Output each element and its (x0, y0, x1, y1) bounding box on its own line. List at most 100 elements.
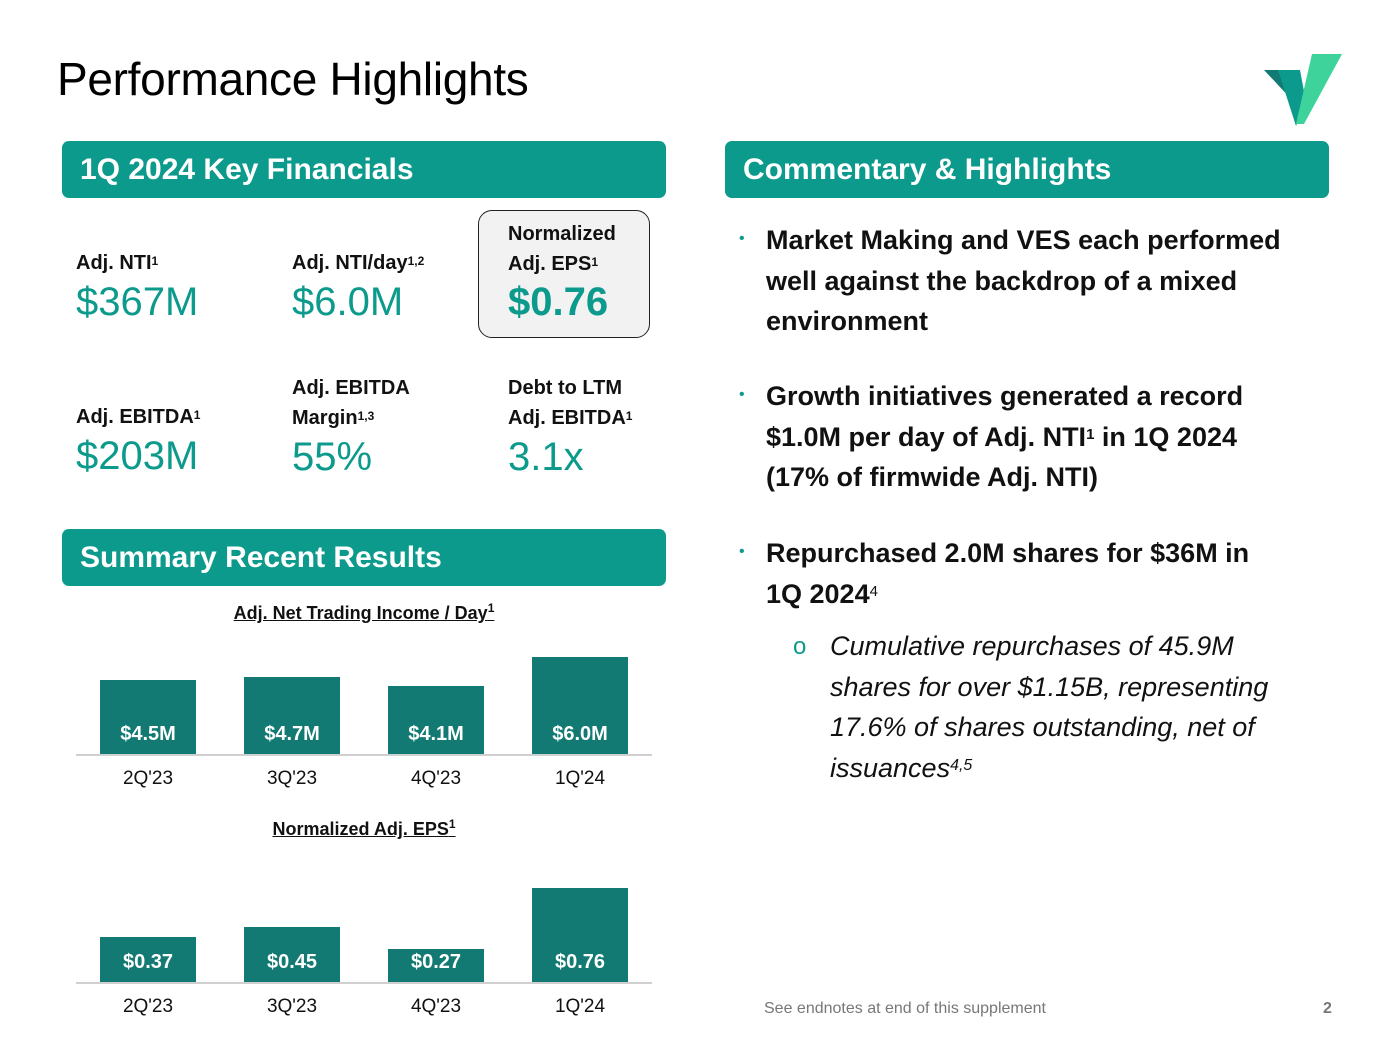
metric-adj-nti-day: Adj. NTI/day1,2 $6.0M (292, 248, 424, 324)
sub-bullet-line: shares for over $1.15B, representing (830, 671, 1269, 702)
bar-2Q'23 (100, 937, 196, 982)
bar-1Q'24 (532, 888, 628, 982)
bar-data-label: $0.37 (122, 951, 174, 973)
highlighted-eps-box (478, 210, 650, 338)
metric-label-line1: Debt to LTM (508, 377, 623, 399)
footnote-sup: 1 (625, 409, 633, 423)
footnote-sup: 1 (487, 601, 495, 615)
bullet-1-text: Market Making and VES each performed wel… (766, 220, 1281, 342)
x-axis-line (76, 982, 652, 984)
key-financials-heading: 1Q 2024 Key Financials (62, 141, 666, 198)
category-tick-label: 2Q'23 (122, 768, 174, 789)
category-tick-label: 3Q'23 (266, 996, 318, 1017)
sub-bullet-segment: issuances (830, 752, 951, 783)
metric-label-line2: Adj. EBITDA1 (508, 403, 632, 433)
bullet-segment: $1.0M per day of Adj. NTI (766, 421, 1087, 452)
bar-3Q'23 (244, 677, 340, 754)
footnote-sup: 1 (151, 254, 159, 268)
bar-data-label: $6.0M (552, 723, 608, 745)
footer-note: See endnotes at end of this supplement (764, 1000, 1046, 1017)
bullet-2-text: Growth initiatives generated a record $1… (766, 376, 1243, 498)
bar-4Q'23 (388, 686, 484, 754)
footnote-sup: 1 (448, 817, 456, 831)
metric-value: $0.76 (508, 280, 609, 324)
bullet-3-text: Repurchased 2.0M shares for $36M in 1Q 2… (766, 533, 1249, 614)
metric-label-text: Adj. EBITDA (76, 406, 194, 428)
category-tick-label: 1Q'24 (554, 996, 606, 1017)
sub-bullet-line: Cumulative repurchases of 45.9M (830, 631, 1234, 661)
company-logo-icon (1264, 54, 1342, 126)
bullet-dot: • (739, 386, 745, 403)
chart-title-eps: Normalized Adj. EPS1 (76, 817, 652, 840)
bar-1Q'24 (532, 657, 628, 754)
bar-data-label: $0.76 (554, 951, 606, 973)
metric-label-text: Adj. EBITDA (508, 407, 626, 429)
bullet-line: well against the backdrop of a mixed (766, 265, 1238, 296)
footnote-sup: 1,3 (357, 409, 375, 423)
footnote-sup: 1 (591, 255, 599, 269)
footnote-sup: 1 (1086, 425, 1095, 443)
sub-bullet-line: 17.6% of shares outstanding, net of (830, 712, 1255, 742)
category-tick-label: 3Q'23 (266, 768, 318, 789)
metric-label-text: Margin (292, 407, 358, 429)
category-tick-label: 1Q'24 (554, 768, 606, 789)
bar-2Q'23 (100, 680, 196, 754)
metric-value: 3.1x (508, 435, 584, 479)
metric-value: $367M (76, 280, 199, 324)
bar-data-label: $4.7M (264, 723, 320, 745)
bullet-segment: 1Q 2024 (766, 578, 870, 609)
footnote-sup: 4,5 (950, 756, 973, 774)
chart-title-text: Adj. Net Trading Income / Day (233, 603, 488, 623)
bar-data-label: $0.45 (266, 951, 318, 973)
metric-label-line1: Normalized (508, 223, 616, 245)
metric-value: $203M (76, 434, 199, 478)
bullet-line: Growth initiatives generated a record (766, 381, 1244, 411)
metric-label: Adj. NTI1 (76, 248, 198, 278)
chart-title-text: Normalized Adj. EPS (272, 819, 449, 839)
category-tick-label: 4Q'23 (410, 768, 462, 789)
metric-label-text: Adj. NTI/day (292, 252, 408, 274)
bullet-line: Market Making and VES each performed (766, 225, 1281, 255)
bar-3Q'23 (244, 927, 340, 982)
category-tick-label: 2Q'23 (122, 996, 174, 1017)
bullet-dot: • (739, 543, 745, 560)
metric-value: $6.0M (292, 280, 404, 324)
bullet-line: (17% of firmwide Adj. NTI) (766, 462, 1099, 492)
bullet-line: Repurchased 2.0M shares for $36M in (766, 538, 1250, 568)
bullet-segment: in 1Q 2024 (1094, 421, 1237, 452)
bar-4Q'23 (388, 949, 484, 982)
metric-label-line2: Adj. EPS1 (508, 249, 616, 279)
footnote-sup: 1 (193, 408, 201, 422)
metric-label-text: Adj. NTI (76, 252, 152, 274)
bullet-dot: • (739, 230, 745, 247)
bar-data-label: $4.1M (408, 723, 464, 745)
bar-data-label: $0.27 (410, 951, 462, 973)
bullet-line: environment (766, 306, 929, 336)
metric-normalized-eps: Normalized Adj. EPS1 $0.76 (508, 219, 616, 324)
metric-label-text: Adj. EPS (508, 253, 592, 275)
page-number: 2 (1323, 1000, 1332, 1017)
bullet-line: $1.0M per day of Adj. NTI1 in 1Q 2024 (766, 417, 1243, 458)
sub-bullet-text: Cumulative repurchases of 45.9M shares f… (830, 626, 1268, 788)
metric-ebitda-margin: Adj. EBITDA Margin1,3 55% (292, 373, 410, 479)
metric-label: Adj. NTI/day1,2 (292, 248, 424, 278)
metric-adj-nti: Adj. NTI1 $367M (76, 248, 198, 324)
page-title: Performance Highlights (57, 53, 529, 105)
footnote-sup: 4 (869, 582, 878, 600)
category-tick-label: 4Q'23 (410, 996, 462, 1017)
footnote-sup: 1,2 (407, 254, 425, 268)
metric-value: 55% (292, 435, 373, 479)
sub-bullet-circle-icon: o (793, 633, 807, 660)
summary-heading: Summary Recent Results (62, 529, 666, 586)
metric-label-line2: Margin1,3 (292, 403, 410, 433)
bar-data-label: $4.5M (120, 723, 176, 745)
commentary-heading: Commentary & Highlights (725, 141, 1329, 198)
x-axis-line (76, 754, 652, 756)
sub-bullet-line: issuances4,5 (830, 748, 1268, 789)
metric-label-line1: Adj. EBITDA (292, 377, 410, 399)
metric-adj-ebitda: Adj. EBITDA1 $203M (76, 402, 200, 478)
metric-label: Adj. EBITDA1 (76, 402, 200, 432)
metric-debt-to-ebitda: Debt to LTM Adj. EBITDA1 3.1x (508, 373, 632, 479)
chart-title-nti-day: Adj. Net Trading Income / Day1 (76, 601, 652, 624)
bullet-line: 1Q 20244 (766, 574, 1249, 615)
